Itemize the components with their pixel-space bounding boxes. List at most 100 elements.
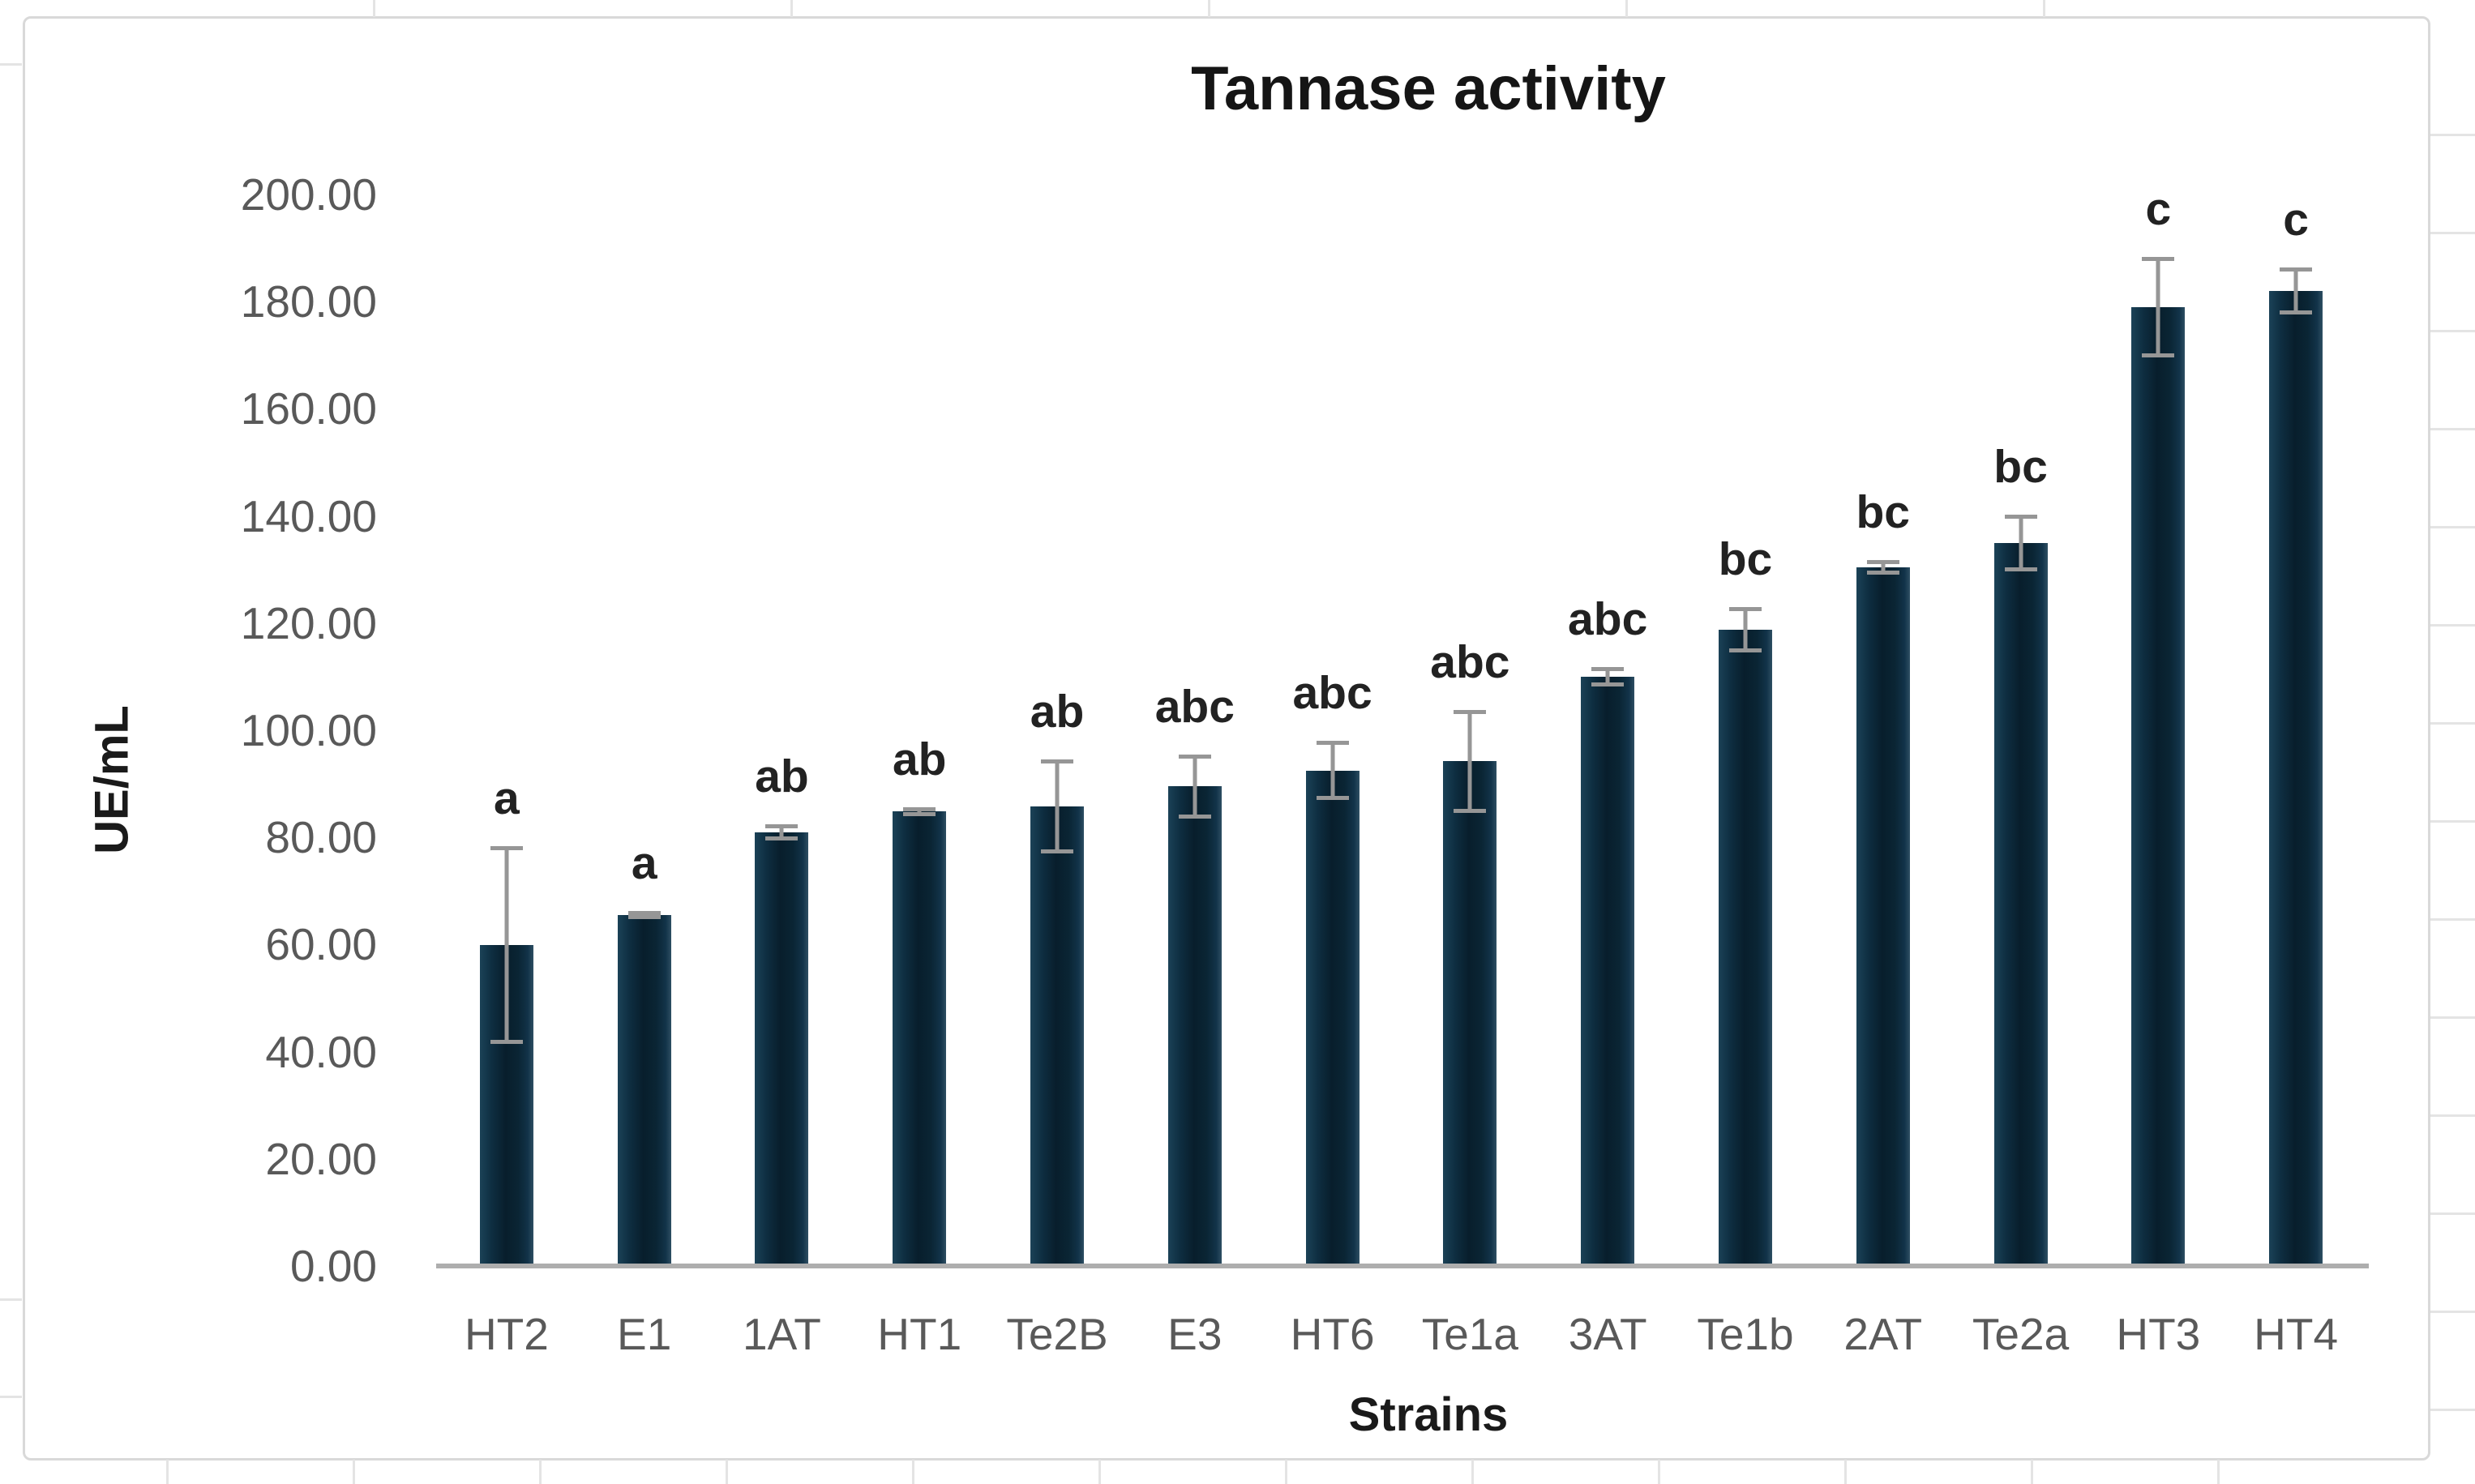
significance-letter: abc bbox=[1154, 680, 1235, 733]
x-axis-title: Strains bbox=[1348, 1388, 1509, 1441]
y-tick-label: 60.00 bbox=[265, 919, 377, 970]
x-tick-label: HT3 bbox=[2116, 1309, 2201, 1359]
sheet-gridline-tick-bottom bbox=[539, 1460, 542, 1484]
sheet-gridline-tick-right bbox=[2430, 1212, 2475, 1215]
error-bar bbox=[1193, 754, 1197, 819]
bar bbox=[1443, 761, 1497, 1266]
category-slot: bc 2AT bbox=[1814, 195, 1952, 1359]
error-bar-cap-bottom bbox=[765, 836, 799, 840]
sheet-gridline-tick-top bbox=[2043, 0, 2045, 17]
error-bar-cap-top bbox=[1728, 606, 1762, 611]
bar bbox=[2131, 306, 2186, 1266]
error-bar-cap-bottom bbox=[903, 812, 936, 817]
y-tick-label: 100.00 bbox=[240, 705, 377, 755]
sheet-gridline-tick-bottom bbox=[2031, 1460, 2033, 1484]
error-bar-cap-bottom bbox=[2280, 310, 2313, 315]
sheet-gridline-tick-top bbox=[1208, 0, 1210, 17]
sheet-gridline-tick-right bbox=[2430, 526, 2475, 528]
y-tick-label: 120.00 bbox=[240, 597, 377, 648]
sheet-gridline-tick-bottom bbox=[1098, 1460, 1101, 1484]
sheet-gridline-tick-top bbox=[373, 0, 375, 17]
x-tick-label: HT2 bbox=[464, 1309, 549, 1359]
error-bar bbox=[917, 806, 922, 817]
sheet-gridline-tick-right bbox=[2430, 1311, 2475, 1313]
error-bar bbox=[2293, 267, 2298, 315]
significance-letter: ab bbox=[892, 733, 947, 785]
sheet-gridline-tick-right bbox=[2430, 428, 2475, 430]
error-bar-cap-top bbox=[903, 806, 936, 811]
error-bar bbox=[2019, 515, 2023, 572]
y-tick-label: 40.00 bbox=[265, 1026, 377, 1077]
bar bbox=[617, 915, 671, 1266]
x-tick-label: HT1 bbox=[877, 1309, 962, 1359]
x-tick-label: E3 bbox=[1167, 1309, 1223, 1359]
error-bar-cap-top bbox=[1041, 759, 1074, 763]
x-tick-label: Te2B bbox=[1006, 1309, 1108, 1359]
category-slot: abc Te1a bbox=[1402, 195, 1539, 1359]
error-bar-cap-top bbox=[765, 823, 799, 828]
plot-area: a HT2 a E1 ab 1AT ab HT1 ab Te2B abc E3 abc HT6 abc Te1… bbox=[438, 183, 2365, 1359]
sheet-gridline-tick-bottom bbox=[1844, 1460, 1847, 1484]
significance-letter: a bbox=[631, 836, 657, 889]
bar bbox=[1581, 676, 1635, 1266]
x-tick-label: E1 bbox=[617, 1309, 672, 1359]
y-tick-label: 80.00 bbox=[265, 812, 377, 863]
y-tick-label: 160.00 bbox=[240, 383, 377, 434]
sheet-gridline-tick-bottom bbox=[1471, 1460, 1474, 1484]
x-tick-label: 3AT bbox=[1568, 1309, 1647, 1359]
sheet-gridline-tick-left bbox=[0, 63, 22, 66]
error-bar-cap-top bbox=[1454, 709, 1487, 714]
category-slot: ab Te2B bbox=[988, 195, 1126, 1359]
sheet-gridline-tick-top bbox=[790, 0, 793, 17]
error-bar-cap-bottom bbox=[2004, 567, 2037, 572]
significance-letter: bc bbox=[1993, 441, 2048, 494]
x-tick-label: 2AT bbox=[1843, 1309, 1923, 1359]
error-bar-cap-top bbox=[2142, 256, 2175, 261]
sheet-gridline-tick-right bbox=[2430, 820, 2475, 823]
y-tick-label: 180.00 bbox=[240, 276, 377, 327]
bar bbox=[1167, 786, 1222, 1266]
significance-letter: ab bbox=[1030, 685, 1085, 738]
sheet-gridline-tick-right bbox=[2430, 624, 2475, 627]
x-tick-label: Te1b bbox=[1697, 1309, 1794, 1359]
category-slot: a HT2 bbox=[438, 195, 576, 1359]
error-bar-cap-top bbox=[1178, 754, 1211, 759]
category-slot: abc 3AT bbox=[1539, 195, 1676, 1359]
error-bar-cap-top bbox=[1591, 667, 1625, 672]
chart-title: Tannase activity bbox=[1191, 54, 1666, 123]
sheet-gridline-tick-top bbox=[1625, 0, 1628, 17]
sheet-gridline-tick-bottom bbox=[726, 1460, 728, 1484]
sheet-gridline-tick-bottom bbox=[166, 1460, 169, 1484]
error-bar bbox=[1743, 606, 1748, 652]
bar bbox=[1030, 806, 1085, 1266]
error-bar-cap-top bbox=[490, 845, 523, 850]
error-bar-cap-bottom bbox=[1728, 648, 1762, 652]
error-bar-cap-top bbox=[2280, 267, 2313, 272]
significance-letter: abc bbox=[1292, 667, 1372, 720]
significance-letter: bc bbox=[1856, 486, 1910, 539]
significance-letter: c bbox=[2145, 182, 2172, 235]
bar bbox=[755, 832, 809, 1266]
significance-letter: c bbox=[2283, 193, 2309, 246]
error-bar-cap-bottom bbox=[1041, 849, 1074, 854]
category-slot: bc Te1b bbox=[1676, 195, 1814, 1359]
error-bar-cap-bottom bbox=[627, 915, 661, 920]
sheet-gridline-tick-bottom bbox=[353, 1460, 355, 1484]
error-bar bbox=[642, 910, 647, 920]
bar bbox=[1305, 770, 1360, 1266]
category-slot: abc HT6 bbox=[1264, 195, 1402, 1359]
sheet-gridline-tick-right bbox=[2430, 918, 2475, 921]
error-bar bbox=[1055, 759, 1060, 854]
error-bar-cap-top bbox=[2004, 515, 2037, 520]
category-slot: abc E3 bbox=[1126, 195, 1264, 1359]
error-bar bbox=[1330, 741, 1335, 800]
bar bbox=[2269, 290, 2323, 1266]
error-bar-cap-top bbox=[627, 910, 661, 915]
sheet-gridline-tick-right bbox=[2430, 330, 2475, 332]
error-bar bbox=[504, 845, 509, 1045]
y-axis-tick-labels: 0.00 20.00 40.00 60.00 80.00 100.00 120.00 140.… bbox=[170, 169, 377, 1291]
significance-letter: a bbox=[494, 772, 520, 824]
bar bbox=[1993, 543, 2048, 1266]
x-axis-line bbox=[436, 1264, 2369, 1268]
